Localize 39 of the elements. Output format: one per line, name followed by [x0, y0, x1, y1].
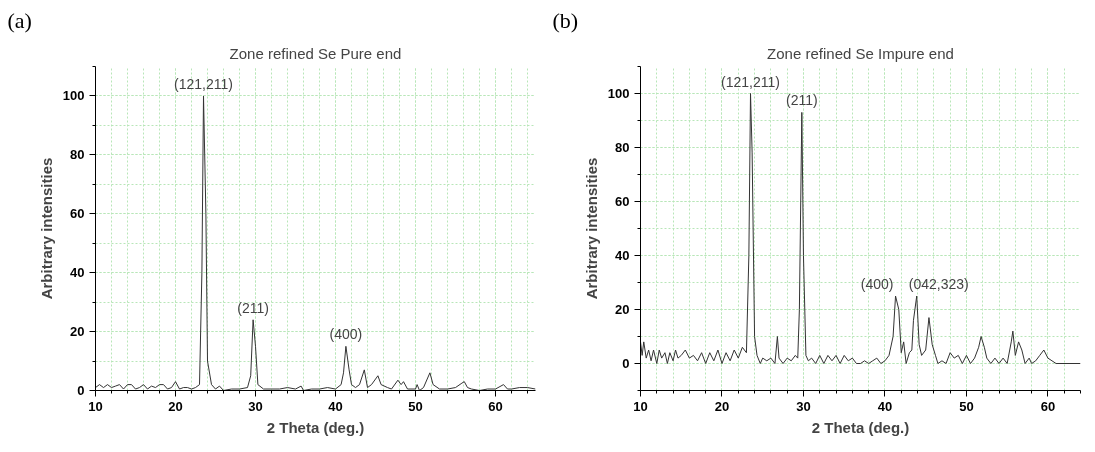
annotation: (211) — [237, 299, 269, 316]
y-tick-label: 0 — [622, 356, 630, 371]
x-tick-label: 40 — [877, 398, 893, 414]
annotation: (121,211) — [174, 75, 233, 92]
x-axis-title: 2 Theta (deg.) — [811, 418, 910, 436]
chart-title: Zone refined Se Pure end — [229, 44, 402, 62]
y-tick-label: 80 — [70, 147, 85, 163]
annotation: (400) — [329, 326, 363, 343]
x-tick-label: 50 — [408, 398, 423, 414]
x-tick-label: 30 — [248, 398, 263, 414]
annotation: (042,323) — [908, 276, 969, 292]
x-tick-label: 60 — [1040, 398, 1056, 414]
y-tick-label: 0 — [77, 383, 85, 398]
y-tick-label: 100 — [607, 86, 630, 101]
annotation: (121,211) — [721, 73, 780, 90]
annotation: (400) — [860, 276, 894, 292]
y-tick-label: 40 — [70, 265, 85, 281]
y-tick-label: 60 — [615, 194, 630, 209]
y-tick-label: 80 — [615, 140, 630, 155]
y-axis-title: Arbitrary intensities — [582, 157, 600, 300]
y-tick-label: 100 — [62, 88, 85, 104]
text: (a) — [7, 7, 32, 33]
x-tick-label: 10 — [633, 398, 648, 414]
x-tick-label: 60 — [488, 398, 503, 414]
x-tick-label: 10 — [88, 398, 103, 414]
chart-title: Zone refined Se Impure end — [767, 44, 954, 62]
annotation: (211) — [786, 92, 818, 109]
y-tick-label: 20 — [70, 324, 85, 340]
x-tick-label: 20 — [714, 398, 730, 414]
y-tick-label: 20 — [615, 302, 630, 317]
x-tick-label: 30 — [796, 398, 811, 414]
x-tick-label: 40 — [328, 398, 343, 414]
x-tick-label: 20 — [168, 398, 183, 414]
x-tick-label: 50 — [959, 398, 974, 414]
x-axis-title: 2 Theta (deg.) — [266, 418, 365, 436]
text: (b) — [552, 7, 579, 33]
y-tick-label: 60 — [70, 206, 85, 222]
y-tick-label: 40 — [615, 248, 630, 263]
y-axis-title: Arbitrary intensities — [37, 157, 55, 300]
